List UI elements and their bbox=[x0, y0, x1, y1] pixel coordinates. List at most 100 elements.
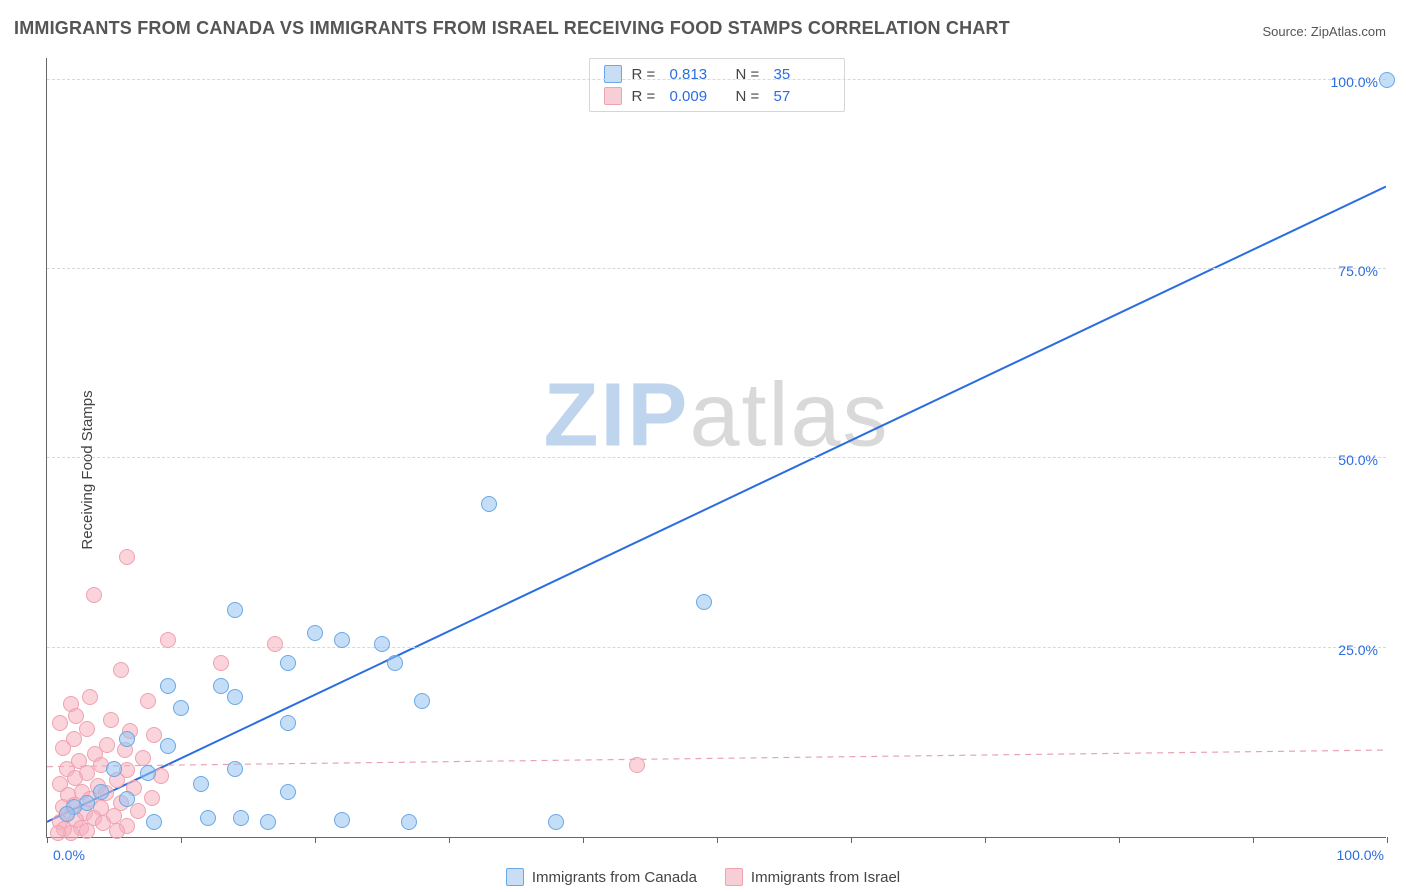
scatter-point-israel bbox=[267, 636, 283, 652]
scatter-point-canada bbox=[334, 632, 350, 648]
scatter-point-canada bbox=[93, 784, 109, 800]
scatter-point-canada bbox=[119, 731, 135, 747]
scatter-point-israel bbox=[135, 750, 151, 766]
x-tick bbox=[1253, 837, 1254, 843]
legend-r-label: R = bbox=[632, 66, 660, 83]
legend-series-label: Immigrants from Canada bbox=[532, 869, 697, 886]
legend-series-item: Immigrants from Israel bbox=[725, 868, 900, 886]
scatter-point-israel bbox=[50, 825, 66, 841]
watermark: ZIPatlas bbox=[543, 365, 889, 468]
x-max-label: 100.0% bbox=[1337, 847, 1384, 863]
scatter-point-israel bbox=[109, 823, 125, 839]
legend-correlation: R = 0.813 N = 35 R = 0.009 N = 57 bbox=[589, 58, 845, 112]
legend-n-value: 35 bbox=[774, 66, 830, 83]
scatter-point-canada bbox=[548, 814, 564, 830]
x-tick bbox=[1387, 837, 1388, 843]
scatter-point-canada bbox=[227, 602, 243, 618]
legend-series: Immigrants from Canada Immigrants from Is… bbox=[0, 868, 1406, 886]
x-tick bbox=[717, 837, 718, 843]
gridline bbox=[47, 647, 1386, 648]
scatter-point-israel bbox=[160, 632, 176, 648]
x-tick bbox=[1119, 837, 1120, 843]
scatter-point-israel bbox=[68, 708, 84, 724]
scatter-point-canada bbox=[401, 814, 417, 830]
scatter-point-israel bbox=[629, 757, 645, 773]
scatter-point-canada bbox=[414, 693, 430, 709]
scatter-point-canada bbox=[193, 776, 209, 792]
legend-swatch bbox=[725, 868, 743, 886]
scatter-point-canada bbox=[146, 814, 162, 830]
scatter-point-israel bbox=[86, 587, 102, 603]
legend-r-value: 0.813 bbox=[670, 66, 726, 83]
watermark-zip: ZIP bbox=[543, 366, 689, 466]
chart-area: Receiving Food Stamps ZIPatlas R =0.813N… bbox=[0, 48, 1406, 892]
x-tick bbox=[985, 837, 986, 843]
scatter-point-canada bbox=[227, 689, 243, 705]
x-tick bbox=[181, 837, 182, 843]
scatter-point-canada bbox=[280, 784, 296, 800]
y-tick-label: 100.0% bbox=[1331, 74, 1378, 90]
scatter-point-canada bbox=[307, 625, 323, 641]
legend-n-value: 57 bbox=[774, 88, 830, 105]
scatter-point-canada bbox=[260, 814, 276, 830]
x-tick bbox=[851, 837, 852, 843]
scatter-point-canada bbox=[160, 678, 176, 694]
scatter-point-canada bbox=[280, 655, 296, 671]
scatter-point-israel bbox=[103, 712, 119, 728]
y-tick-label: 50.0% bbox=[1338, 452, 1378, 468]
source-attribution: Source: ZipAtlas.com bbox=[1262, 24, 1386, 39]
legend-swatch bbox=[506, 868, 524, 886]
x-tick bbox=[449, 837, 450, 843]
scatter-point-canada bbox=[59, 806, 75, 822]
watermark-atlas: atlas bbox=[689, 366, 889, 466]
legend-r-value: 0.009 bbox=[670, 88, 726, 105]
y-tick-label: 75.0% bbox=[1338, 263, 1378, 279]
scatter-point-israel bbox=[79, 721, 95, 737]
scatter-point-israel bbox=[140, 693, 156, 709]
legend-swatch bbox=[604, 87, 622, 105]
x-tick bbox=[315, 837, 316, 843]
scatter-point-israel bbox=[79, 823, 95, 839]
trend-line bbox=[47, 750, 1386, 767]
plot-area: ZIPatlas R = 0.813 N = 35 R = 0.009 N = 57 25.0… bbox=[46, 58, 1386, 838]
trend-lines-layer bbox=[47, 58, 1386, 837]
x-tick bbox=[583, 837, 584, 843]
source-label: Source: bbox=[1262, 24, 1310, 39]
chart-title: IMMIGRANTS FROM CANADA VS IMMIGRANTS FRO… bbox=[14, 18, 1010, 39]
trend-line bbox=[47, 187, 1386, 822]
scatter-point-canada bbox=[140, 765, 156, 781]
scatter-point-israel bbox=[113, 662, 129, 678]
scatter-point-israel bbox=[55, 740, 71, 756]
scatter-point-canada bbox=[280, 715, 296, 731]
legend-n-label: N = bbox=[736, 66, 764, 83]
y-tick-label: 25.0% bbox=[1338, 642, 1378, 658]
legend-n-label: N = bbox=[736, 88, 764, 105]
legend-correlation-row: R = 0.813 N = 35 bbox=[604, 65, 830, 83]
legend-swatch bbox=[604, 65, 622, 83]
scatter-point-canada bbox=[387, 655, 403, 671]
scatter-point-israel bbox=[52, 715, 68, 731]
x-tick bbox=[47, 837, 48, 843]
scatter-point-canada bbox=[119, 791, 135, 807]
scatter-point-canada bbox=[374, 636, 390, 652]
legend-r-label: R = bbox=[632, 88, 660, 105]
scatter-point-canada bbox=[1379, 72, 1395, 88]
scatter-point-canada bbox=[481, 496, 497, 512]
scatter-point-canada bbox=[160, 738, 176, 754]
scatter-point-israel bbox=[144, 790, 160, 806]
scatter-point-canada bbox=[106, 761, 122, 777]
scatter-point-canada bbox=[200, 810, 216, 826]
scatter-point-canada bbox=[233, 810, 249, 826]
source-value: ZipAtlas.com bbox=[1311, 24, 1386, 39]
legend-series-label: Immigrants from Israel bbox=[751, 869, 900, 886]
scatter-point-canada bbox=[173, 700, 189, 716]
scatter-point-israel bbox=[119, 549, 135, 565]
legend-correlation-row: R = 0.009 N = 57 bbox=[604, 87, 830, 105]
gridline bbox=[47, 268, 1386, 269]
scatter-point-canada bbox=[334, 812, 350, 828]
scatter-point-israel bbox=[146, 727, 162, 743]
legend-series-item: Immigrants from Canada bbox=[506, 868, 697, 886]
scatter-point-canada bbox=[227, 761, 243, 777]
origin-label: 0.0% bbox=[53, 847, 85, 863]
scatter-point-canada bbox=[696, 594, 712, 610]
